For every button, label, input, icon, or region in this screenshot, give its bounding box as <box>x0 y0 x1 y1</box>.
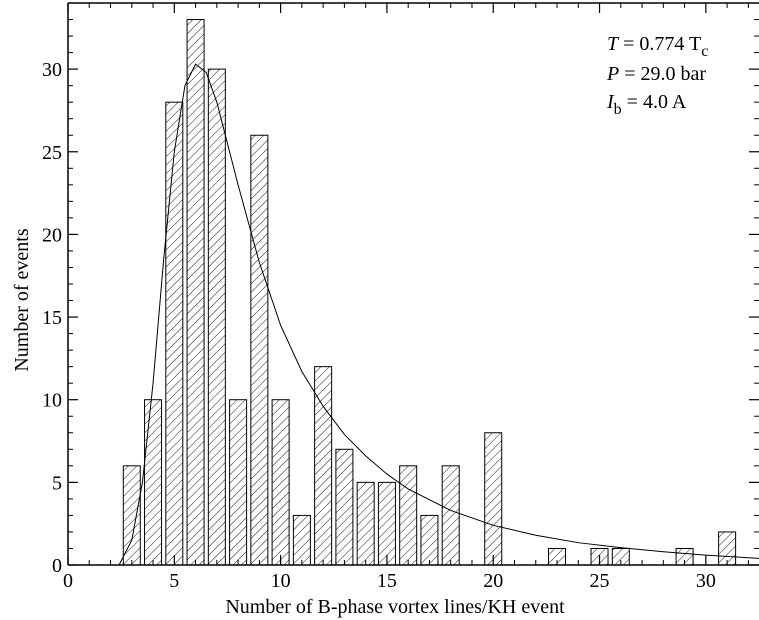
x-axis-label: Number of B-phase vortex lines/KH event <box>225 596 565 618</box>
x-tick-label: 25 <box>590 570 610 592</box>
x-tick-label: 30 <box>696 570 716 592</box>
bar-0 <box>122 465 141 566</box>
bar-2 <box>165 101 184 566</box>
annotation-line-0: T = 0.774 Tc <box>607 33 708 60</box>
bar-5 <box>229 399 248 566</box>
bar-14 <box>420 514 439 566</box>
y-tick-label: 25 <box>42 142 62 164</box>
bar-15 <box>441 465 460 566</box>
bar-10 <box>335 448 354 566</box>
bar-13 <box>399 465 418 566</box>
bars-layer <box>122 19 737 566</box>
y-tick-label: 10 <box>42 390 62 412</box>
annotation-line-2: Ib = 4.0 A <box>606 91 687 118</box>
annotation-line-1: P = 29.0 bar <box>606 63 706 85</box>
bar-6 <box>250 134 269 566</box>
bar-8 <box>292 514 311 566</box>
ticks-layer: 0 5 10 15 20 25 30 0 5 10 15 20 25 30 <box>42 2 759 592</box>
x-tick-label: 15 <box>377 570 397 592</box>
bar-7 <box>271 399 290 566</box>
x-tick-label: 20 <box>483 570 503 592</box>
annotation-block: T = 0.774 Tc P = 29.0 bar Ib = 4.0 A <box>606 33 708 118</box>
bar-11 <box>356 481 375 566</box>
y-tick-label: 20 <box>42 224 62 246</box>
x-tick-label: 5 <box>169 570 179 592</box>
y-tick-label: 5 <box>52 472 62 494</box>
y-axis-label: Number of events <box>11 228 33 372</box>
bar-12 <box>377 481 396 566</box>
y-tick-label: 0 <box>52 555 62 577</box>
bar-1 <box>144 399 163 566</box>
x-tick-label: 0 <box>63 570 73 592</box>
y-tick-label: 15 <box>42 307 62 329</box>
x-tick-label: 10 <box>271 570 291 592</box>
bar-4 <box>207 68 226 566</box>
bar-16 <box>484 432 503 566</box>
y-tick-label: 30 <box>42 59 62 81</box>
fit-curve <box>118 63 759 566</box>
bar-3 <box>186 19 205 566</box>
